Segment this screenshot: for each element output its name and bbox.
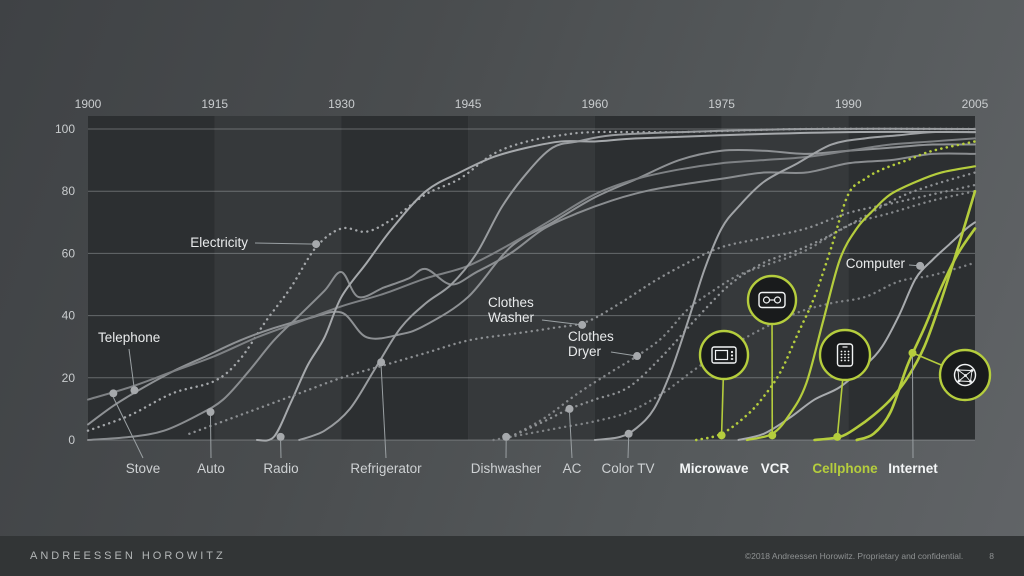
x-tick-label: 1975: [708, 97, 735, 111]
bottom-label: Dishwasher: [471, 461, 542, 476]
dot: [565, 404, 574, 413]
leader: [209, 416, 212, 459]
computer-label: Computer: [846, 256, 906, 271]
clothes-washer-label: Clothes Washer: [488, 295, 535, 325]
plot-band: [341, 116, 469, 440]
copyright-text: ©2018 Andreessen Horowitz. Proprietary a…: [744, 551, 964, 561]
footer-right: ©2018 Andreessen Horowitz. Proprietary a…: [745, 551, 994, 561]
clothes-dryer-dot: [633, 352, 642, 361]
bottom-label: Refrigerator: [350, 461, 422, 476]
series-radio: [255, 130, 976, 442]
page-number: 8: [989, 551, 994, 561]
footer: ANDREESSEN HOROWITZ ©2018 Andreessen Hor…: [0, 536, 1024, 576]
series-computer: [737, 221, 976, 441]
dot: [624, 429, 633, 438]
electricity-leader: [254, 242, 317, 245]
x-tick-label: 1915: [201, 97, 228, 111]
bottom-label: Color TV: [601, 461, 654, 476]
telephone-leader: [128, 348, 135, 391]
bottom-label: Radio: [263, 461, 298, 476]
y-tick-label: 20: [62, 371, 76, 385]
telephone-dot: [130, 386, 139, 395]
x-tick-label: 1900: [75, 97, 102, 111]
vcr-icon: [746, 274, 798, 326]
series-clothes-dryer: [509, 190, 977, 439]
leader: [380, 366, 387, 459]
series-ac: [509, 171, 977, 439]
cellphone-icon: [818, 328, 872, 382]
leader: [627, 437, 630, 459]
clothes-washer-leader: [541, 319, 583, 326]
microwave-icon: [698, 329, 750, 381]
dot: [109, 389, 118, 398]
computer-dot: [916, 261, 925, 270]
microwave-icon-circle: [698, 329, 750, 381]
y-tick-label: 60: [62, 246, 76, 260]
plot-band: [468, 116, 595, 440]
internet-icon: [938, 348, 992, 402]
electricity-label: Electricity: [190, 235, 248, 250]
dot: [768, 431, 777, 440]
plot-band: [88, 116, 215, 440]
bottom-label: Internet: [888, 461, 938, 476]
y-tick-label: 0: [68, 433, 75, 447]
series-color-tv: [593, 130, 976, 441]
series-microwave: [694, 140, 977, 442]
dot: [206, 408, 215, 417]
bottom-label: VCR: [761, 461, 790, 476]
company-logo-text: ANDREESSEN HOROWITZ: [30, 550, 226, 562]
electricity-dot: [312, 240, 321, 249]
dot: [908, 348, 917, 357]
x-tick-label: 1930: [328, 97, 355, 111]
series-clothes-washer: [188, 183, 977, 435]
dot: [276, 432, 285, 441]
dot: [833, 432, 842, 441]
dot: [377, 358, 386, 367]
series-internet: [855, 227, 977, 442]
dot: [502, 432, 511, 441]
series-electricity: [86, 127, 977, 432]
telephone-label: Telephone: [98, 330, 160, 345]
series-vcr: [745, 165, 977, 442]
x-tick-label: 1945: [455, 97, 482, 111]
clothes-dryer-leader: [610, 351, 638, 357]
series-refrigerator: [298, 127, 976, 441]
y-tick-label: 100: [55, 122, 75, 136]
clothes-dryer-label: Clothes Dryer: [568, 329, 614, 359]
y-tick-label: 80: [62, 184, 76, 198]
plot-band: [214, 116, 342, 440]
series-dishwasher: [492, 261, 977, 442]
bottom-label: Auto: [197, 461, 225, 476]
bottom-label: Microwave: [679, 461, 749, 476]
series-stove: [87, 137, 976, 401]
x-tick-label: 1990: [835, 97, 862, 111]
y-tick-label: 40: [62, 309, 76, 323]
bottom-label: AC: [563, 461, 582, 476]
clothes-washer-dot: [578, 320, 587, 329]
bottom-label: Stove: [126, 461, 161, 476]
dot: [717, 431, 726, 440]
x-tick-label: 1960: [582, 97, 609, 111]
plot-band: [721, 116, 849, 440]
series-telephone: [87, 143, 976, 426]
x-tick-label: 2005: [962, 97, 989, 111]
leader: [112, 397, 144, 459]
leader: [911, 356, 914, 459]
leader: [569, 412, 573, 459]
bottom-label: Cellphone: [812, 461, 878, 476]
